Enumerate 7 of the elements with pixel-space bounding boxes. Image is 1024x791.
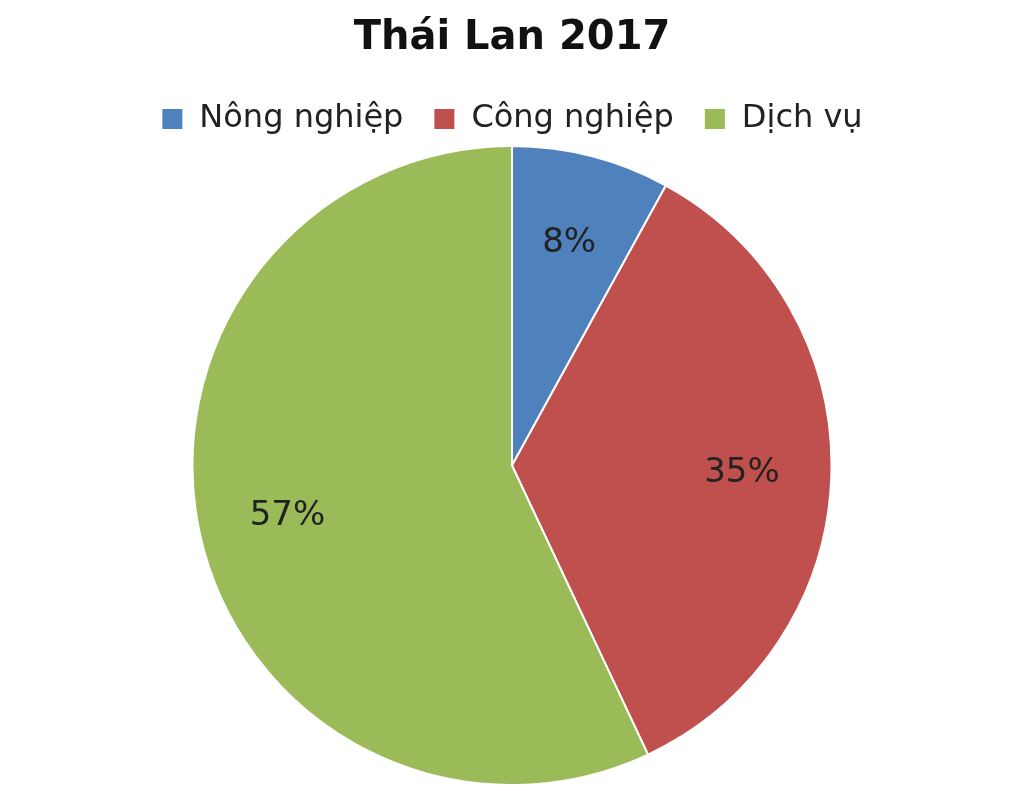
legend-label: Nông nghiệp — [199, 97, 404, 136]
legend-label: Công nghiệp — [471, 97, 674, 136]
legend-label: Dịch vụ — [741, 97, 863, 136]
data-label: 8% — [542, 219, 597, 260]
data-label: 35% — [704, 449, 780, 490]
data-label: 57% — [249, 492, 326, 533]
chart-title: Thái Lan 2017 — [353, 12, 671, 59]
